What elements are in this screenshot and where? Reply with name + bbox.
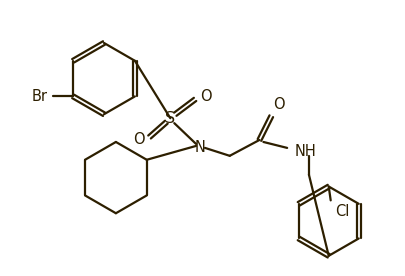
Text: O: O (200, 89, 212, 104)
Text: S: S (165, 111, 175, 126)
Text: Cl: Cl (335, 204, 349, 219)
Text: NH: NH (295, 144, 317, 159)
Text: N: N (194, 140, 205, 155)
Text: O: O (133, 132, 145, 147)
Text: O: O (273, 97, 285, 112)
Text: Br: Br (32, 89, 47, 104)
